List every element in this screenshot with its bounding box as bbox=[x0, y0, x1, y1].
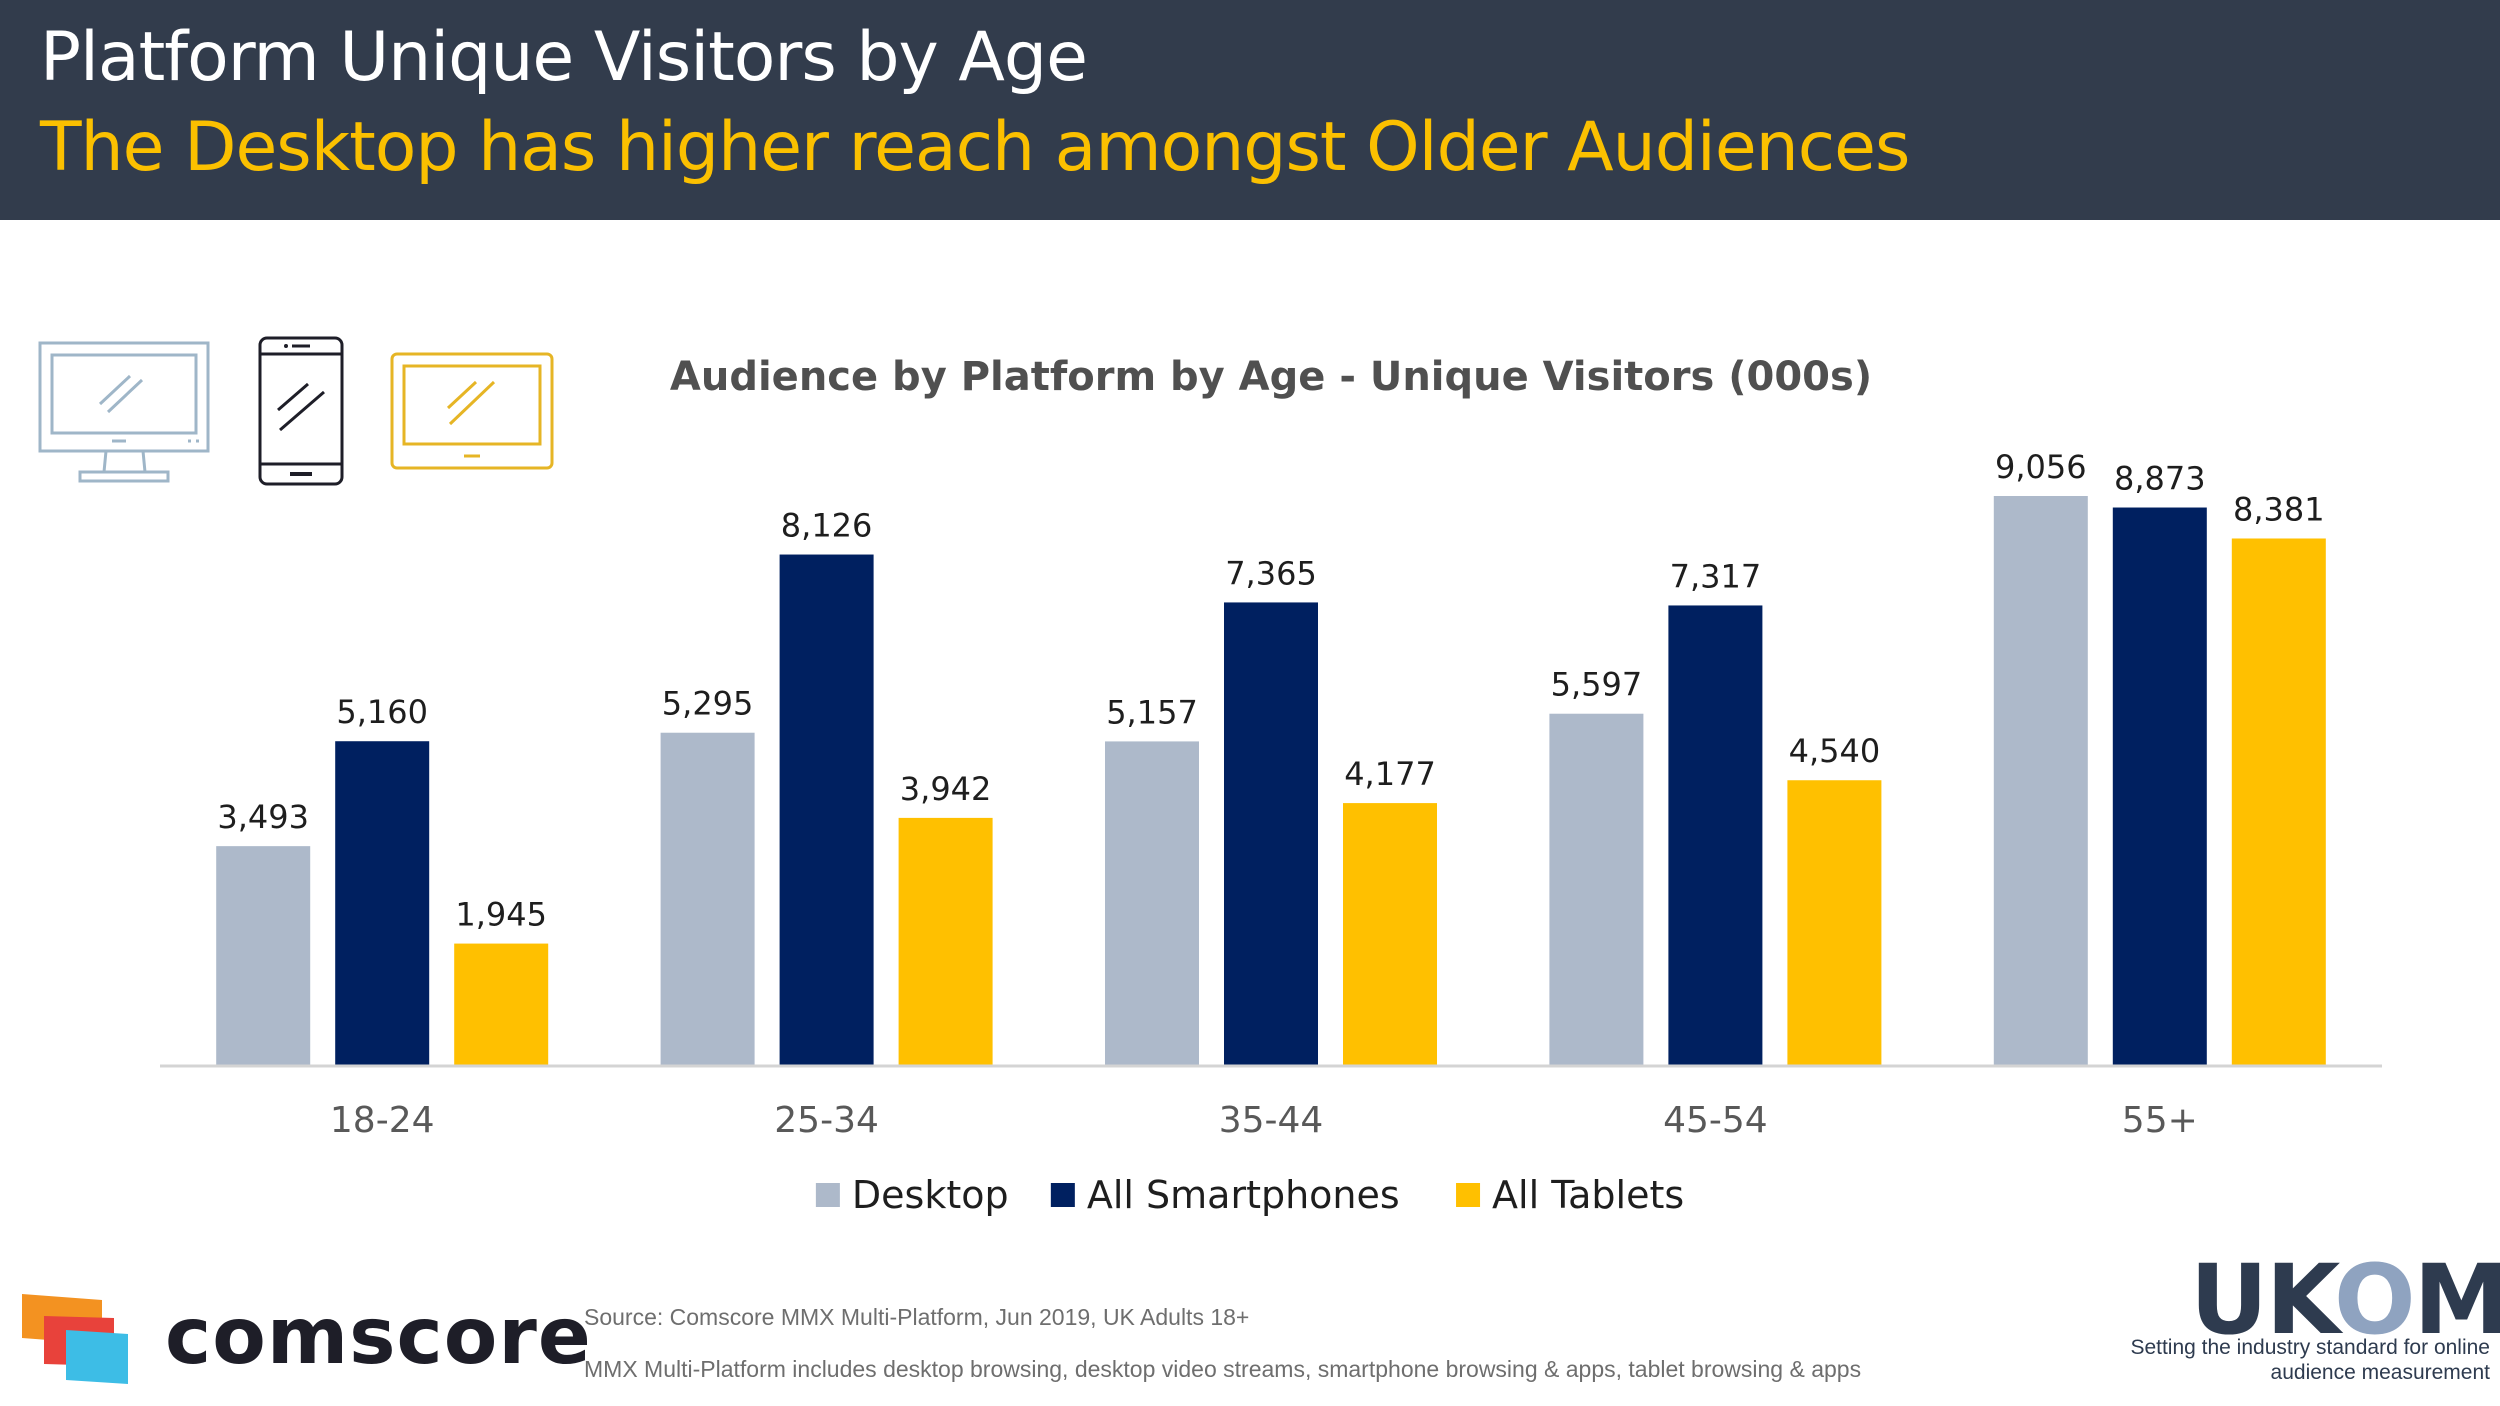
tablet-icon bbox=[390, 352, 554, 470]
data-label: 3,493 bbox=[217, 798, 309, 836]
data-label: 4,540 bbox=[1789, 732, 1881, 770]
ukom-logo: UKOM bbox=[2190, 1244, 2500, 1356]
bar-desktop-25-34 bbox=[660, 732, 755, 1066]
smartphone-icon bbox=[258, 336, 344, 486]
page-subtitle: The Desktop has higher reach amongst Old… bbox=[40, 108, 1910, 187]
header-banner: Platform Unique Visitors by Age The Desk… bbox=[0, 0, 2500, 220]
legend-swatch-all-tablets bbox=[1456, 1183, 1481, 1207]
chart-title: Audience by Platform by Age - Unique Vis… bbox=[670, 354, 1872, 400]
ukom-tagline: Setting the industry standard for online… bbox=[2130, 1336, 2490, 1384]
data-label: 7,317 bbox=[1670, 557, 1762, 595]
data-label: 1,945 bbox=[455, 896, 547, 934]
ukom-logo-prefix: UK bbox=[2190, 1244, 2336, 1356]
bar-all-tablets-18-24 bbox=[454, 943, 549, 1066]
legend-swatch-desktop bbox=[815, 1183, 840, 1207]
bar-all-tablets-25-34 bbox=[898, 817, 993, 1066]
data-label: 8,873 bbox=[2114, 460, 2206, 498]
bar-chart: Audience by Platform by Age - Unique Vis… bbox=[160, 354, 2382, 1217]
bar-all-smartphones-45-54 bbox=[1668, 605, 1763, 1066]
methodology-note: MMX Multi-Platform includes desktop brow… bbox=[584, 1356, 1862, 1382]
data-label: 5,597 bbox=[1551, 666, 1643, 704]
data-label: 8,381 bbox=[2233, 490, 2325, 528]
data-label: 7,365 bbox=[1225, 554, 1317, 592]
bar-all-tablets-45-54 bbox=[1787, 780, 1882, 1066]
source-note: Source: Comscore MMX Multi-Platform, Jun… bbox=[584, 1304, 1250, 1330]
desktop-monitor-icon bbox=[38, 341, 210, 483]
bar-all-smartphones-25-34 bbox=[779, 554, 874, 1066]
bar-all-smartphones-55+ bbox=[2112, 507, 2207, 1067]
bar-all-tablets-55+ bbox=[2231, 538, 2326, 1066]
data-label: 5,157 bbox=[1106, 693, 1198, 731]
x-tick-label: 55+ bbox=[2122, 1100, 2198, 1141]
page-title: Platform Unique Visitors by Age bbox=[40, 18, 1088, 97]
bar-desktop-45-54 bbox=[1549, 713, 1644, 1066]
x-tick-label: 25-34 bbox=[774, 1100, 879, 1141]
ukom-logo-suffix: M bbox=[2413, 1244, 2500, 1356]
bar-desktop-35-44 bbox=[1105, 741, 1199, 1066]
bar-all-smartphones-18-24 bbox=[335, 741, 430, 1066]
data-label: 3,942 bbox=[900, 770, 992, 808]
x-tick-label: 45-54 bbox=[1663, 1100, 1768, 1141]
bar-desktop-55+ bbox=[1993, 496, 2088, 1066]
ukom-logo-o: O bbox=[2334, 1244, 2416, 1356]
data-label: 5,160 bbox=[336, 693, 428, 731]
x-tick-label: 18-24 bbox=[330, 1100, 435, 1141]
legend-label: Desktop bbox=[852, 1173, 1009, 1217]
legend-label: All Tablets bbox=[1492, 1173, 1684, 1217]
bar-all-smartphones-35-44 bbox=[1224, 602, 1318, 1066]
data-label: 8,126 bbox=[781, 507, 873, 545]
comscore-logo-text: comscore bbox=[165, 1292, 592, 1382]
data-label: 9,056 bbox=[1995, 448, 2087, 486]
legend-swatch-all-smartphones bbox=[1050, 1183, 1075, 1207]
data-label: 4,177 bbox=[1344, 755, 1436, 793]
bar-all-tablets-35-44 bbox=[1343, 803, 1437, 1066]
bar-desktop-18-24 bbox=[216, 846, 311, 1066]
comscore-logo-icon bbox=[22, 1294, 128, 1384]
data-label: 5,295 bbox=[662, 685, 754, 723]
x-tick-label: 35-44 bbox=[1219, 1100, 1324, 1141]
legend-label: All Smartphones bbox=[1087, 1173, 1400, 1217]
